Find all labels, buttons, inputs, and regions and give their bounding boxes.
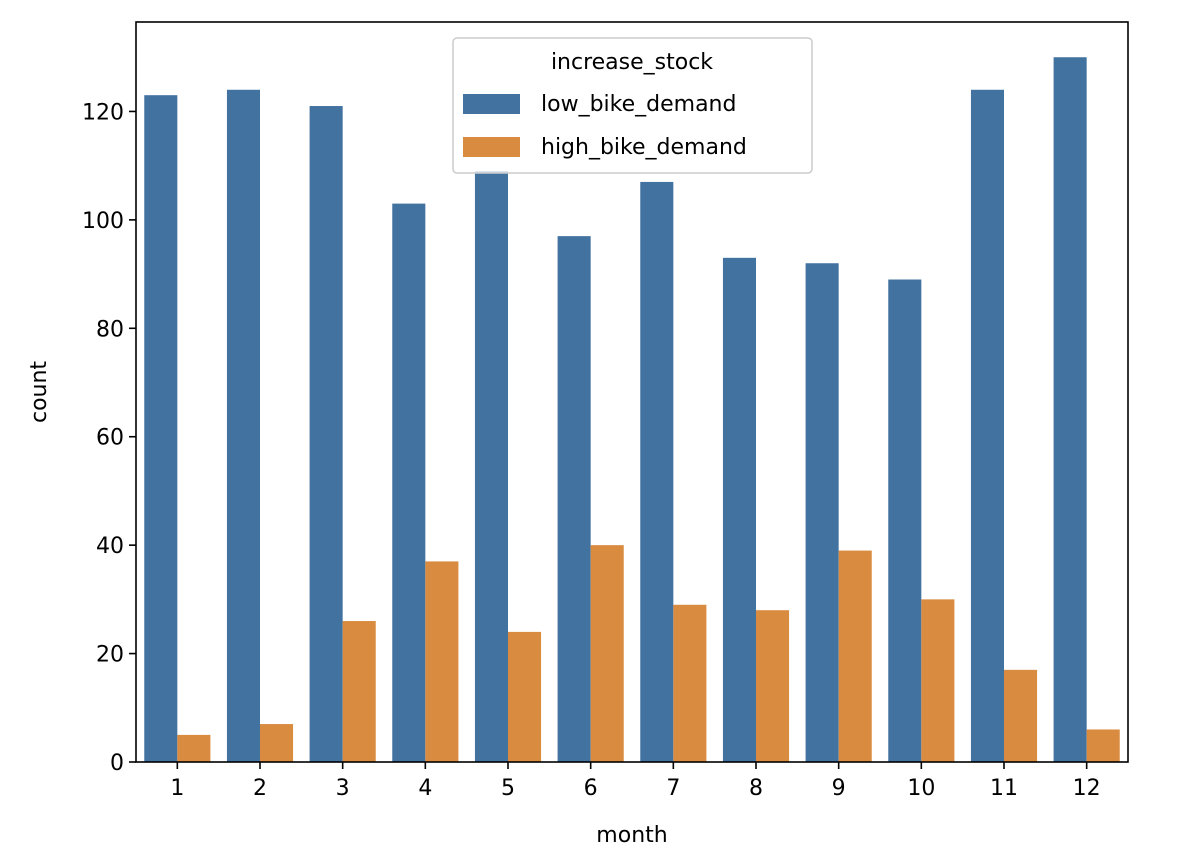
x-tick-label: 8 bbox=[749, 776, 763, 801]
bar-high-bike-demand-month-9 bbox=[838, 550, 872, 762]
bar-low-bike-demand-month-8 bbox=[722, 257, 756, 762]
bar-low-bike-demand-month-12 bbox=[1053, 57, 1087, 762]
bar-low-bike-demand-month-1 bbox=[144, 95, 178, 762]
y-axis-title: count bbox=[27, 361, 52, 423]
plot-frame bbox=[135, 21, 1129, 763]
bar-high-bike-demand-month-12 bbox=[1086, 729, 1120, 762]
bar-high-bike-demand-month-3 bbox=[342, 621, 376, 762]
legend-swatch-high-bike-demand bbox=[463, 137, 520, 157]
legend-label-high-bike-demand: high_bike_demand bbox=[541, 135, 747, 160]
bar-low-bike-demand-month-7 bbox=[640, 181, 674, 762]
y-tick-label: 0 bbox=[110, 751, 124, 776]
x-tick-label: 3 bbox=[336, 776, 350, 801]
bar-low-bike-demand-month-10 bbox=[888, 279, 922, 762]
legend-box bbox=[452, 37, 813, 174]
y-tick-label: 80 bbox=[96, 317, 124, 342]
x-tick-label: 6 bbox=[584, 776, 598, 801]
x-tick-label: 1 bbox=[170, 776, 184, 801]
legend: increase_stock low_bike_demand high_bike… bbox=[452, 37, 813, 174]
x-tick-label: 5 bbox=[501, 776, 515, 801]
bar-low-bike-demand-month-4 bbox=[392, 203, 426, 763]
y-tick-label: 120 bbox=[82, 100, 124, 125]
x-tick-label: 11 bbox=[990, 776, 1018, 801]
legend-label-low-bike-demand: low_bike_demand bbox=[541, 92, 736, 117]
bar-high-bike-demand-month-4 bbox=[425, 561, 459, 762]
y-tick-label: 100 bbox=[82, 209, 124, 234]
x-axis-title: month bbox=[596, 823, 667, 848]
bar-high-bike-demand-month-7 bbox=[673, 604, 707, 762]
bar-high-bike-demand-month-5 bbox=[508, 631, 542, 762]
bars-group bbox=[144, 57, 1120, 763]
y-tick-label: 60 bbox=[96, 426, 124, 451]
legend-title: increase_stock bbox=[551, 50, 713, 75]
bar-high-bike-demand-month-1 bbox=[177, 734, 211, 762]
bar-high-bike-demand-month-10 bbox=[921, 599, 955, 762]
y-tick-label: 40 bbox=[96, 534, 124, 559]
x-tick-label: 2 bbox=[253, 776, 267, 801]
x-tick-label: 9 bbox=[832, 776, 846, 801]
x-tick-label: 7 bbox=[666, 776, 680, 801]
bar-high-bike-demand-month-8 bbox=[756, 610, 790, 762]
y-axis: 0 20 40 60 80 100 120 bbox=[82, 100, 136, 776]
legend-swatch-low-bike-demand bbox=[463, 94, 520, 114]
bar-low-bike-demand-month-2 bbox=[226, 89, 260, 762]
bar-low-bike-demand-month-9 bbox=[805, 263, 839, 762]
bar-high-bike-demand-month-6 bbox=[590, 545, 624, 762]
bar-high-bike-demand-month-2 bbox=[260, 724, 294, 762]
x-tick-label: 4 bbox=[418, 776, 432, 801]
bar-low-bike-demand-month-3 bbox=[309, 106, 343, 763]
bar-low-bike-demand-month-11 bbox=[970, 89, 1004, 762]
x-tick-label: 10 bbox=[907, 776, 935, 801]
bar-low-bike-demand-month-5 bbox=[474, 171, 508, 763]
bar-low-bike-demand-month-6 bbox=[557, 236, 591, 763]
bar-high-bike-demand-month-11 bbox=[1004, 669, 1038, 762]
y-tick-label: 20 bbox=[96, 643, 124, 668]
x-tick-label: 12 bbox=[1073, 776, 1101, 801]
x-axis: 1 2 3 4 5 6 7 8 9 10 11 12 bbox=[170, 762, 1101, 801]
